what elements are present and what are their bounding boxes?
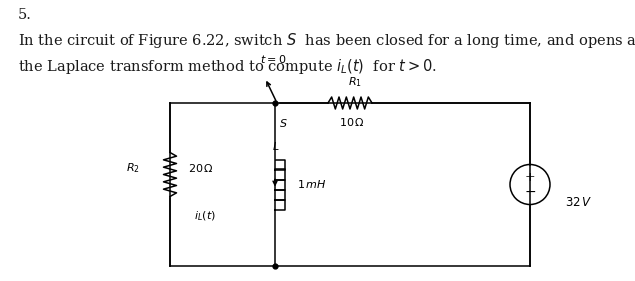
Text: $32\,V$: $32\,V$ xyxy=(565,196,592,209)
Text: $20\,\Omega$: $20\,\Omega$ xyxy=(188,162,214,175)
Text: $10\,\Omega$: $10\,\Omega$ xyxy=(339,116,365,128)
Text: $S$: $S$ xyxy=(279,117,288,129)
Text: $t = 0$: $t = 0$ xyxy=(260,53,286,65)
Text: $R_1$: $R_1$ xyxy=(348,75,362,89)
Text: −: − xyxy=(524,185,536,198)
Text: $L$: $L$ xyxy=(272,140,280,153)
Text: 5.: 5. xyxy=(18,8,32,22)
Text: In the circuit of Figure 6.22, switch $S$  has been closed for a long time, and : In the circuit of Figure 6.22, switch $S… xyxy=(18,31,635,50)
Text: +: + xyxy=(525,171,535,184)
Text: $R_2$: $R_2$ xyxy=(126,162,140,175)
Text: $1\,mH$: $1\,mH$ xyxy=(297,178,327,191)
Text: the Laplace transform method to compute $i_L(t)$  for $t>0$.: the Laplace transform method to compute … xyxy=(18,57,437,76)
Text: $i_L(t)$: $i_L(t)$ xyxy=(194,210,216,223)
